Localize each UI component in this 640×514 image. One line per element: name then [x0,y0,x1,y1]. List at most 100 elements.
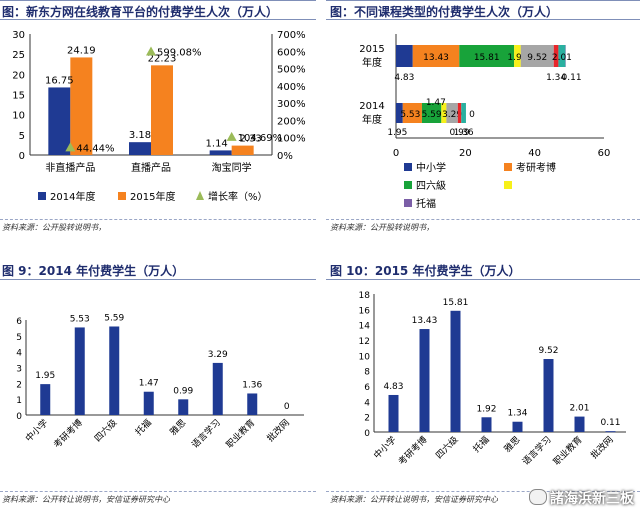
bar [74,327,85,415]
stacked-segment [402,103,422,123]
segment-value-label: 2.01 [552,53,572,63]
source-note-bottom-left: 资料来源：公开转让说明书，安信证券研究中心 [2,495,170,504]
category-label: 年度 [362,56,382,69]
data-label-2014: 1.14 [206,138,228,149]
panel-title-rule-bottom-right [326,279,640,280]
category-label: 批改网 [264,417,292,445]
category-label: 四六级 [92,417,120,445]
stacked-segment [457,103,462,123]
growth-label: 599.08% [157,47,202,58]
bar [212,362,223,415]
legend-swatch [118,192,126,200]
segment-value-label: 1.92 [507,53,527,63]
panel-title-rule-right [326,19,640,20]
data-label: 0 [284,402,290,412]
bar [178,399,189,415]
category-label: 中小学 [371,434,399,462]
wechat-logo-icon [529,489,547,505]
y2-tick-label: 200% [277,116,306,127]
y-tick-label: 14 [359,322,371,332]
segment-value-label: 9.52 [527,53,547,63]
segment-value-label: 4.83 [394,73,414,83]
data-label: 1.34 [507,409,527,419]
stacked-segment [514,45,521,67]
stacked-segment [553,45,559,67]
bar [512,421,523,432]
stacked-segment [461,103,466,123]
stacked-segment [520,45,554,67]
legend-label: 托福 [416,197,436,210]
y2-tick-label: 700% [277,30,306,41]
category-label: 2015 [359,44,384,55]
legend-label: 增长率（%） [208,190,268,203]
watermark-text: 諸海浜新三板 [550,491,634,507]
segment-value-label: 3.29 [442,110,462,120]
y-tick-label: 8 [364,368,370,378]
panel-top-rule-right [326,0,640,1]
y-tick-label: 16 [359,306,371,316]
legend-swatch [404,181,412,189]
bar [419,329,430,432]
y-tick-label: 20 [12,70,25,81]
panel-title-top-right: 图：不同课程类型的付费学生人次（万人） [330,5,559,19]
bar [450,310,461,432]
data-label: 9.52 [538,346,558,356]
y-tick-label: 0 [16,412,22,422]
segment-value-label: 13.43 [423,53,449,63]
stacked-segment [441,103,447,123]
y-tick-label: 4 [364,398,370,408]
y-tick-label: 12 [359,337,370,347]
legend-label: 2014年度 [50,190,95,203]
x-tick-label: 60 [598,148,611,159]
data-label: 2.01 [569,404,589,414]
data-label-2015: 2.33 [240,134,262,145]
growth-marker [146,46,156,56]
x-tick-label: 20 [459,148,472,159]
y-tick-label: 1 [16,396,22,406]
bar [605,431,616,433]
y2-tick-label: 0% [277,151,293,162]
bar-2015 [70,57,93,155]
legend-swatch [504,181,512,189]
segment-value-label: 0.99 [450,128,470,138]
data-label: 1.47 [139,379,159,389]
stacked-segment [558,45,566,67]
y-tick-label: 10 [12,111,25,122]
stacked-segment [446,103,458,123]
legend-label: 四六級 [416,179,446,192]
source-note-top-right: 资料来源：公开股转说明书， [330,223,434,232]
data-label-2014: 3.18 [129,130,151,141]
bar-2014 [209,150,232,155]
y-tick-label: 10 [359,352,371,362]
chart-2015-paid-students: 0 2 4 6 8 10 12 14 16 18 4.83 中小学 13.43 考研考博 15.81 四六级 1… [359,291,626,468]
y-tick-label: 2 [16,380,22,390]
category-label: 托福 [133,417,154,438]
data-label: 3.29 [208,350,228,360]
category-label: 考研考博 [51,417,85,451]
category-label: 雅思 [501,434,522,455]
y2-tick-label: 100% [277,134,306,145]
category-label: 四六级 [433,434,461,462]
legend-swatch [196,191,204,200]
bar-2014 [48,87,71,155]
y-tick-label: 5 [19,131,25,142]
legend-swatch [404,199,412,207]
panel-top-rule-left [0,0,316,1]
source-rule-top-right [326,219,640,220]
y-tick-label: 3 [16,365,22,375]
legend-label: 2015年度 [130,190,175,203]
data-label-2014: 16.75 [45,75,74,86]
data-label: 5.59 [104,313,124,323]
segment-value-label: 15.81 [474,53,500,63]
panel-title-bottom-right: 图 10：2015 年付费学生（万人） [330,264,521,278]
stacked-segment [396,45,413,67]
y-tick-label: 5 [16,333,22,343]
y2-tick-label: 400% [277,82,306,93]
segment-value-label: 1.95 [387,128,407,138]
y-tick-label: 4 [16,349,22,359]
y-tick-label: 15 [12,91,25,102]
watermark: 諸海浜新三板 [529,488,634,508]
category-label: 直播产品 [131,161,171,174]
data-label: 4.83 [383,382,403,392]
